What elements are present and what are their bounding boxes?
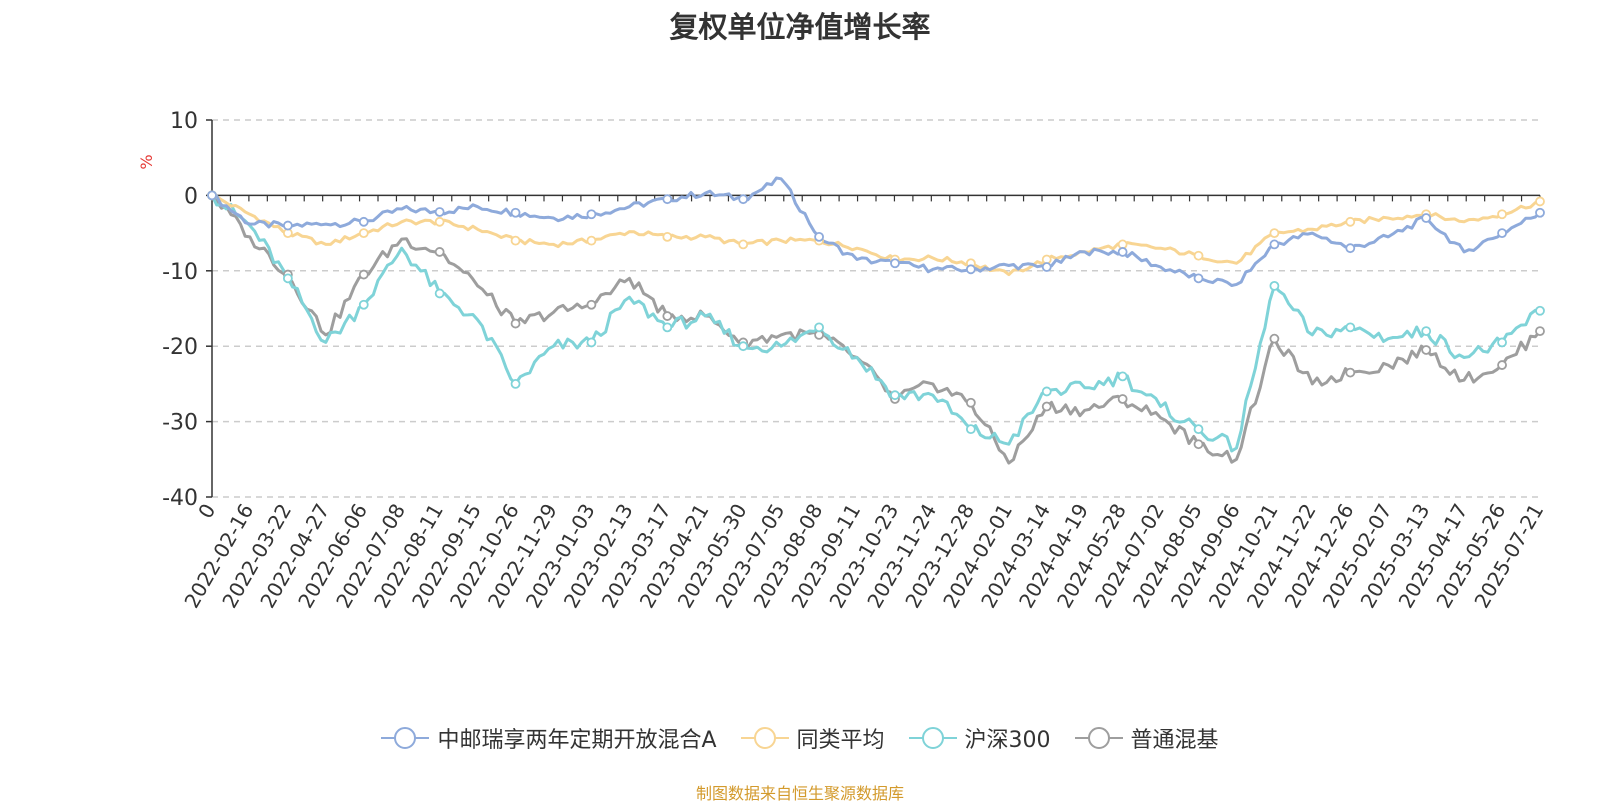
series-point (434, 288, 445, 299)
series-point (1497, 209, 1507, 220)
y-tick-label: -30 (162, 411, 198, 436)
series-point (814, 231, 824, 242)
legend-swatch-icon (740, 727, 789, 749)
series-point (662, 322, 673, 333)
series-line (211, 176, 1542, 287)
series-point (510, 207, 521, 218)
series-point (358, 269, 369, 280)
legend-swatch-icon (1074, 727, 1123, 749)
series-point (1497, 228, 1507, 239)
series-point (1345, 243, 1356, 254)
series-point (1269, 239, 1280, 250)
legend: 中邮瑞享两年定期开放混合A 同类平均 沪深300 普通混基 (0, 722, 1600, 754)
series-point (1041, 262, 1052, 272)
legend-swatch-marker (394, 727, 417, 749)
series-point (1193, 250, 1204, 261)
y-tick-label: -10 (162, 260, 198, 285)
y-axis-unit-label: % (137, 154, 156, 169)
series-lines (210, 176, 1542, 465)
series-point (965, 397, 976, 408)
axes: 100-10-20-30-4002022-02-162022-03-222022… (162, 109, 1548, 612)
x-tick-label: 0 (193, 500, 220, 523)
series-line (210, 194, 1542, 465)
series-point (586, 209, 597, 220)
series-line (211, 193, 1541, 277)
series-point (1535, 305, 1545, 316)
series-point (1193, 273, 1204, 284)
series-point (1117, 247, 1128, 257)
series-point (738, 194, 749, 205)
series-point (358, 228, 369, 239)
legend-swatch-icon (908, 727, 957, 749)
series-point (434, 207, 445, 217)
series-point (586, 337, 597, 348)
series-point (1269, 228, 1280, 239)
series-point (1535, 196, 1545, 207)
series-line (210, 194, 1541, 453)
source-note: 制图数据来自恒生聚源数据库 (695, 784, 904, 803)
series-point (965, 264, 976, 275)
series-point (738, 341, 749, 352)
legend-label: 普通混基 (1130, 728, 1219, 753)
series-point (1345, 322, 1356, 333)
legend-item[interactable]: 中邮瑞享两年定期开放混合A (381, 722, 717, 754)
series-point (510, 235, 521, 246)
series-point (662, 311, 673, 321)
series-point (434, 247, 445, 257)
series-point (1041, 401, 1052, 412)
y-tick-label: 10 (170, 109, 198, 134)
legend-swatch-marker (921, 727, 944, 749)
y-tick-label: 0 (184, 184, 198, 209)
legend-label: 中邮瑞享两年定期开放混合A (437, 728, 717, 753)
series-point (965, 424, 976, 435)
series-point (814, 322, 824, 333)
legend-label: 沪深300 (964, 728, 1051, 753)
series-markers (207, 190, 1545, 450)
series-point (586, 235, 597, 246)
series-point (1041, 386, 1052, 397)
series-point (1193, 439, 1204, 450)
legend-swatch-icon (381, 727, 430, 749)
series-point (1269, 280, 1280, 291)
series-point (1193, 424, 1204, 435)
chart-title: 复权单位净值增长率 (669, 10, 931, 44)
series-point (358, 216, 369, 227)
series-point (1269, 333, 1280, 344)
series-point (1345, 367, 1356, 378)
series-point (890, 390, 900, 401)
legend-item[interactable]: 普通混基 (1074, 722, 1219, 754)
series-point (510, 318, 521, 329)
series-point (207, 190, 217, 201)
legend-item[interactable]: 同类平均 (740, 722, 885, 754)
legend-item[interactable]: 沪深300 (908, 722, 1051, 754)
series-point (662, 194, 673, 205)
series-point (890, 258, 900, 269)
legend-swatch-marker (1087, 727, 1110, 749)
series-point (510, 378, 521, 389)
series-point (1421, 345, 1432, 355)
series-point (1535, 207, 1545, 218)
series-point (1117, 371, 1128, 382)
legend-swatch-marker (753, 727, 776, 749)
series-point (662, 231, 673, 242)
series-point (1117, 394, 1128, 404)
series-point (1535, 326, 1545, 337)
y-tick-label: -40 (162, 486, 198, 511)
series-point (358, 299, 369, 310)
series-point (434, 216, 445, 227)
series-point (738, 239, 749, 250)
legend-label: 同类平均 (796, 728, 885, 753)
series-point (1421, 213, 1432, 223)
series-point (1421, 326, 1432, 337)
series-point (282, 273, 293, 284)
series-point (1497, 360, 1507, 370)
grid-lines (212, 119, 1540, 498)
series-point (1497, 337, 1507, 348)
series-point (1345, 216, 1356, 227)
series-point (586, 299, 597, 310)
y-tick-label: -20 (162, 335, 198, 360)
series-point (282, 220, 293, 231)
